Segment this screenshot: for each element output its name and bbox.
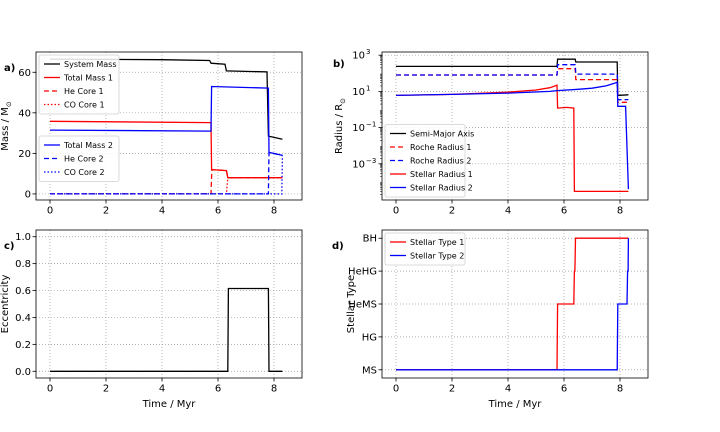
panel-label: c) — [4, 241, 15, 252]
y-tick-label: 10 — [352, 159, 365, 170]
series-line-system-mass — [49, 58, 283, 140]
y-tick-label: 0.2 — [15, 340, 31, 351]
y-tick-label: 0.0 — [15, 367, 31, 378]
y-tick-label: 60 — [18, 68, 31, 79]
x-tick-label: 4 — [159, 384, 165, 395]
series-line-stellar-type-2 — [396, 238, 630, 371]
legend-label: Stellar Type 1 — [410, 238, 464, 247]
y-tick-label: 10 — [352, 51, 365, 62]
y-tick-exponent: 1 — [366, 84, 370, 92]
x-tick-label: 0 — [47, 206, 53, 217]
y-tick-exponent: −3 — [366, 157, 376, 165]
series-group — [50, 287, 283, 372]
x-tick-label: 8 — [617, 384, 623, 395]
series-group — [49, 58, 284, 195]
panel-label: a) — [4, 63, 15, 74]
legend-label: Stellar Radius 1 — [410, 170, 473, 179]
y-axis-label: Stellar Type — [346, 275, 357, 333]
x-tick-label: 4 — [159, 206, 165, 217]
legend: Stellar Type 1 Stellar Type 2 — [384, 232, 466, 266]
legend: Total Mass 2 He Core 2 CO Core 2 — [38, 135, 120, 182]
y-tick-label: MS — [362, 365, 377, 376]
legend-label: System Mass — [64, 60, 117, 69]
legend-label: Roche Radius 2 — [410, 157, 471, 166]
panel-c: 0 2 4 6 8 0.0 0.2 0.4 0.6 0.8 1.0 Eccentricity Time … — [0, 229, 303, 410]
y-tick-label: 0 — [25, 189, 31, 200]
x-tick-label: 6 — [561, 206, 567, 217]
panel-d: 0 2 4 6 8 MS HG HeMS HeHG BH Stellar Type Time / My… — [332, 229, 649, 410]
axes-frame — [35, 51, 303, 201]
y-tick-exponent: 3 — [366, 48, 370, 56]
x-tick-label: 8 — [271, 206, 277, 217]
y-tick-label: HG — [362, 332, 377, 343]
legend-label: He Core 2 — [64, 155, 104, 164]
series-line-total-mass-2 — [49, 85, 283, 157]
legend-label: Total Mass 2 — [63, 141, 113, 150]
legend-box — [384, 232, 466, 266]
y-tick-label: HeHG — [348, 267, 377, 278]
legend-label: He Core 1 — [64, 87, 104, 96]
x-tick-label: 0 — [393, 384, 399, 395]
y-tick-label: 1.0 — [15, 232, 31, 243]
panel-label: d) — [332, 241, 344, 252]
x-tick-label: 2 — [449, 206, 455, 217]
series-line-eccentricity — [50, 287, 283, 372]
x-tick-label: 6 — [561, 384, 567, 395]
series-line-co-core-2 — [50, 155, 284, 195]
x-tick-label: 2 — [449, 384, 455, 395]
series-line-he-core-2 — [50, 151, 283, 195]
y-tick-label: HeMS — [348, 300, 377, 311]
x-tick-label: 2 — [103, 206, 109, 217]
axes-frame — [35, 229, 303, 379]
series-line-semi-major-axis — [396, 58, 629, 97]
y-tick-label: 10 — [352, 123, 365, 134]
panel-label: b) — [333, 59, 345, 70]
series-line-stellar-radius-2 — [395, 81, 630, 190]
legend-label: CO Core 2 — [64, 168, 105, 177]
legend-label: Semi-Major Axis — [410, 130, 474, 139]
x-tick-label: 6 — [215, 206, 221, 217]
x-tick-label: 0 — [393, 206, 399, 217]
legend-box — [38, 54, 120, 115]
x-axis-label: Time / Myr — [488, 399, 543, 410]
y-axis-label: Radius / R⊙ — [334, 98, 347, 154]
y-axis-label: Mass / M⊙ — [0, 101, 13, 150]
legend-label: Stellar Radius 2 — [410, 184, 473, 193]
x-tick-label: 6 — [215, 384, 221, 395]
y-axis-label: Eccentricity — [0, 275, 11, 334]
series-group — [395, 58, 630, 193]
x-tick-label: 0 — [47, 384, 53, 395]
panel-a: 0 2 4 6 8 0 20 40 60 Mass / M⊙ a) System Mass Total … — [0, 51, 303, 217]
y-tick-label: 20 — [18, 149, 31, 160]
x-tick-label: 4 — [505, 384, 511, 395]
legend: System Mass Total Mass 1 He Core 1 CO Core … — [38, 54, 120, 115]
series-group — [396, 237, 630, 371]
legend: Semi-Major Axis Roche Radius 1 Roche Radiu… — [384, 124, 474, 198]
y-tick-label: BH — [363, 234, 377, 245]
x-tick-label: 2 — [103, 384, 109, 395]
series-line-he-core-1 — [50, 168, 283, 195]
x-axis-label: Time / Myr — [142, 399, 197, 410]
legend-label: CO Core 1 — [64, 101, 105, 110]
x-tick-label: 4 — [505, 206, 511, 217]
y-tick-exponent: −1 — [366, 121, 376, 129]
y-tick-label: 40 — [18, 108, 31, 119]
series-line-stellar-type-1 — [396, 237, 629, 371]
legend-label: Total Mass 1 — [63, 74, 113, 83]
y-tick-label: 0.4 — [15, 313, 31, 324]
x-tick-label: 8 — [271, 384, 277, 395]
y-tick-label: 0.8 — [15, 259, 31, 270]
x-tick-label: 8 — [617, 206, 623, 217]
legend-box — [38, 135, 120, 182]
y-tick-label: 10 — [352, 87, 365, 98]
legend-label: Roche Radius 1 — [410, 143, 471, 152]
y-tick-label: 0.6 — [15, 286, 31, 297]
legend-label: Stellar Type 2 — [410, 252, 464, 261]
axes-frame — [381, 51, 649, 201]
legend-box — [384, 124, 466, 198]
